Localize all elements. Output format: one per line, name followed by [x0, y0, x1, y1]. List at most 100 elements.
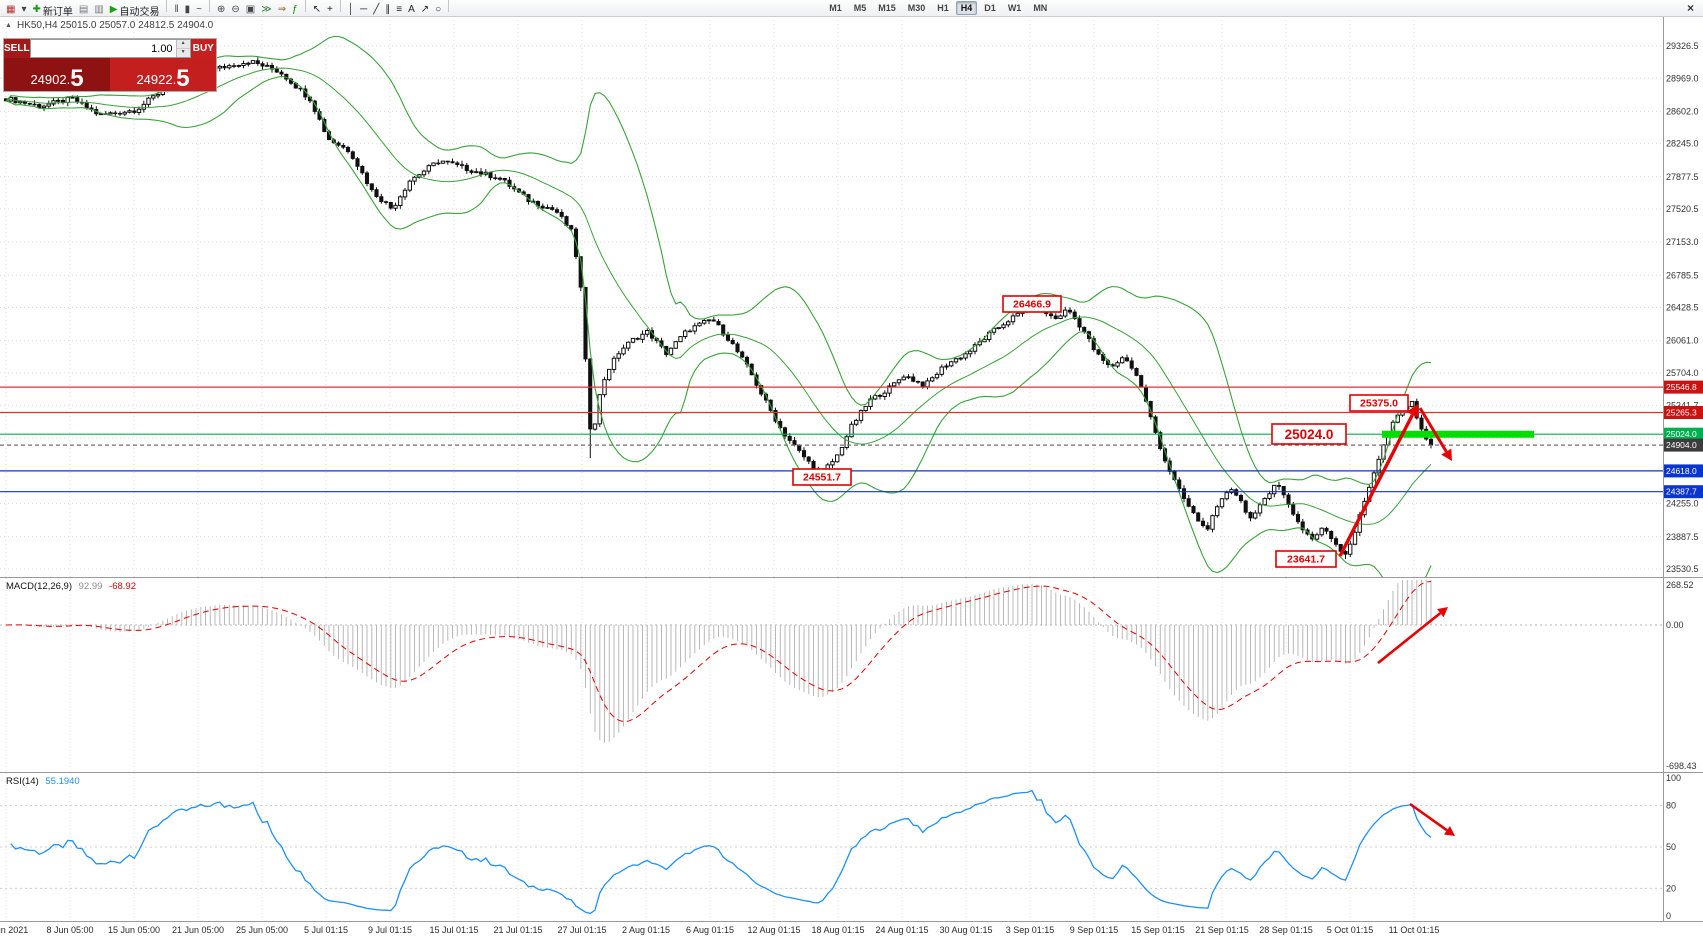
rsi-axis-label: 100	[1666, 773, 1681, 783]
one-click-collapse-icon[interactable]: ▲	[5, 22, 12, 29]
trendline-icon: ╱	[373, 4, 380, 15]
price-annotation-25024.0[interactable]: 25024.0	[1271, 423, 1347, 445]
price-annotation-25375.0[interactable]: 25375.0	[1349, 394, 1409, 412]
volume-up-button[interactable]: ▲	[176, 40, 190, 49]
svg-text:25265.3: 25265.3	[1666, 408, 1697, 418]
trendline-button[interactable]: ╱	[370, 3, 382, 17]
macd-axis-label: 0.00	[1666, 620, 1684, 630]
arrows-tool-button[interactable]: ↗	[418, 3, 432, 17]
indicators-button[interactable]: ƒ	[289, 3, 301, 17]
profiles-button[interactable]: ▤	[76, 3, 91, 17]
chart-shift-icon: ⇒	[277, 4, 287, 15]
toolbar: ▦ ▾ ✚ 新订单 ▤ ▥ ▶ 自动交易 ‖ ▮ ~ ⊕ ⊖ ▣ ≫ ⇒ ƒ ↖ + │ ─ ╱ ∥ ≡ A ↗ ○ M1 M5 M15…	[0, 0, 1703, 18]
autotrading-icon: ▶	[109, 4, 118, 15]
shapes-tool-button[interactable]: ○	[432, 3, 444, 17]
trend-arrow[interactable]	[1338, 404, 1419, 557]
tile-windows-button[interactable]: ▣	[243, 3, 258, 17]
toolbar-separator	[339, 0, 341, 12]
auto-scroll-icon: ≫	[261, 4, 272, 15]
buy-button[interactable]: BUY	[190, 39, 216, 58]
symbol-bar: ▲ HK50,H4 25015.0 25057.0 24812.5 24904.…	[5, 20, 213, 31]
volume-down-button[interactable]: ▼	[176, 49, 190, 57]
zoom-out-button[interactable]: ⊖	[228, 3, 242, 17]
line-chart-button[interactable]: ~	[193, 3, 205, 17]
price-badge-24387.7: 24387.7	[1664, 485, 1703, 499]
chart-window-button[interactable]: ▦	[3, 3, 18, 17]
price-axis-label: 25704.0	[1666, 368, 1699, 378]
macd-axis-label: -698.43	[1666, 761, 1697, 771]
close-window-button[interactable]: ×	[1686, 1, 1694, 15]
volume-input[interactable]	[30, 40, 176, 57]
chart-dropdown-icon[interactable]: ▾	[18, 3, 29, 17]
sell-price-display[interactable]: 24902. 5	[4, 58, 110, 91]
timeframe-m5[interactable]: M5	[853, 3, 867, 13]
tile-windows-icon: ▣	[245, 4, 256, 15]
svg-text:26466.9: 26466.9	[1013, 299, 1051, 311]
timeframe-d1[interactable]: D1	[984, 3, 996, 13]
toolbar-buttons: ▦ ▾ ✚ 新订单 ▤ ▥ ▶ 自动交易 ‖ ▮ ~ ⊕ ⊖ ▣ ≫ ⇒ ƒ ↖ + │ ─ ╱ ∥ ≡ A ↗ ○	[3, 0, 453, 18]
sell-price-main: 24902.	[30, 71, 71, 87]
macd-value-main: 92.99	[78, 581, 103, 592]
channel-button[interactable]: ∥	[382, 3, 393, 17]
autotrading-button-label: 自动交易	[119, 6, 160, 18]
timeframe-h4[interactable]: H4	[955, 1, 978, 15]
timeframe-mn[interactable]: MN	[1033, 3, 1048, 13]
price-axis-label: 27153.0	[1666, 237, 1699, 247]
timeframe-m1[interactable]: M1	[829, 3, 842, 13]
trend-arrow[interactable]	[1377, 607, 1448, 665]
price-axis-label: 26785.5	[1666, 270, 1699, 280]
rsi-panel-surface[interactable]	[0, 773, 1663, 920]
vertical-line-button[interactable]: │	[345, 3, 357, 17]
macd-panel-surface[interactable]	[0, 578, 1663, 771]
price-axis-label: 25341.7	[1666, 401, 1699, 411]
text-tool-icon: A	[408, 4, 415, 15]
channel-icon: ∥	[385, 4, 391, 15]
chart-shift-button[interactable]: ⇒	[275, 3, 289, 17]
text-tool-button[interactable]: A	[405, 3, 418, 17]
autotrading-button[interactable]: ▶ 自动交易	[107, 3, 163, 18]
time-axis-surface[interactable]	[0, 922, 1703, 940]
time-axis-label: 9 Sep 01:15	[1070, 925, 1119, 935]
auto-scroll-button[interactable]: ≫	[258, 3, 274, 17]
timeframe-m15[interactable]: M15	[878, 3, 896, 13]
trend-arrow[interactable]	[1409, 802, 1455, 836]
price-axis-label: 23530.5	[1666, 564, 1699, 574]
trend-arrow[interactable]	[1418, 407, 1452, 461]
horizontal-line-button[interactable]: ─	[357, 3, 370, 17]
price-axis-label: 26061.0	[1666, 336, 1699, 346]
profiles-icon: ▤	[78, 4, 89, 15]
cursor-button[interactable]: ↖	[310, 3, 324, 17]
price-annotation-23641.7[interactable]: 23641.7	[1275, 550, 1337, 568]
svg-text:25546.8: 25546.8	[1666, 382, 1697, 392]
buy-price-main: 24922.	[136, 71, 177, 87]
new-order-button[interactable]: ✚ 新订单	[29, 3, 75, 18]
new-order-icon: ✚	[32, 4, 41, 15]
price-annotation-26466.9[interactable]: 26466.9	[1002, 295, 1062, 313]
timeframe-m30[interactable]: M30	[907, 3, 926, 13]
price-axis-label: 24255.0	[1666, 499, 1699, 509]
rsi-axis-label: 50	[1666, 842, 1676, 852]
buy-price-display[interactable]: 24922. 5	[110, 58, 216, 91]
zoom-in-button[interactable]: ⊕	[214, 3, 228, 17]
price-badge-25546.8: 25546.8	[1664, 380, 1703, 394]
bar-chart-button[interactable]: ‖	[171, 3, 181, 17]
timeframe-h1[interactable]: H1	[937, 3, 949, 13]
main-chart-surface[interactable]	[0, 16, 1663, 577]
window-list-button[interactable]: ▥	[91, 3, 106, 17]
sell-button[interactable]: SELL	[4, 39, 30, 58]
fibonacci-button[interactable]: ≡	[393, 3, 405, 17]
crosshair-button[interactable]: +	[324, 3, 336, 17]
price-axis-label: 26428.5	[1666, 303, 1699, 313]
bollinger-bands	[5, 35, 1432, 577]
toolbar-separator	[448, 0, 450, 12]
price-axis-label: 28602.0	[1666, 106, 1699, 116]
price-annotation-24551.7[interactable]: 24551.7	[792, 468, 852, 486]
price-axis-surface[interactable]	[1663, 16, 1703, 921]
rsi-axis-label: 0	[1666, 911, 1671, 921]
crosshair-icon: +	[327, 4, 333, 15]
time-axis-label: 30 Aug 01:15	[939, 925, 992, 935]
arrows-tool-icon: ↗	[420, 4, 430, 15]
timeframe-w1[interactable]: W1	[1007, 3, 1022, 13]
candlestick-chart-button[interactable]: ▮	[182, 3, 194, 17]
